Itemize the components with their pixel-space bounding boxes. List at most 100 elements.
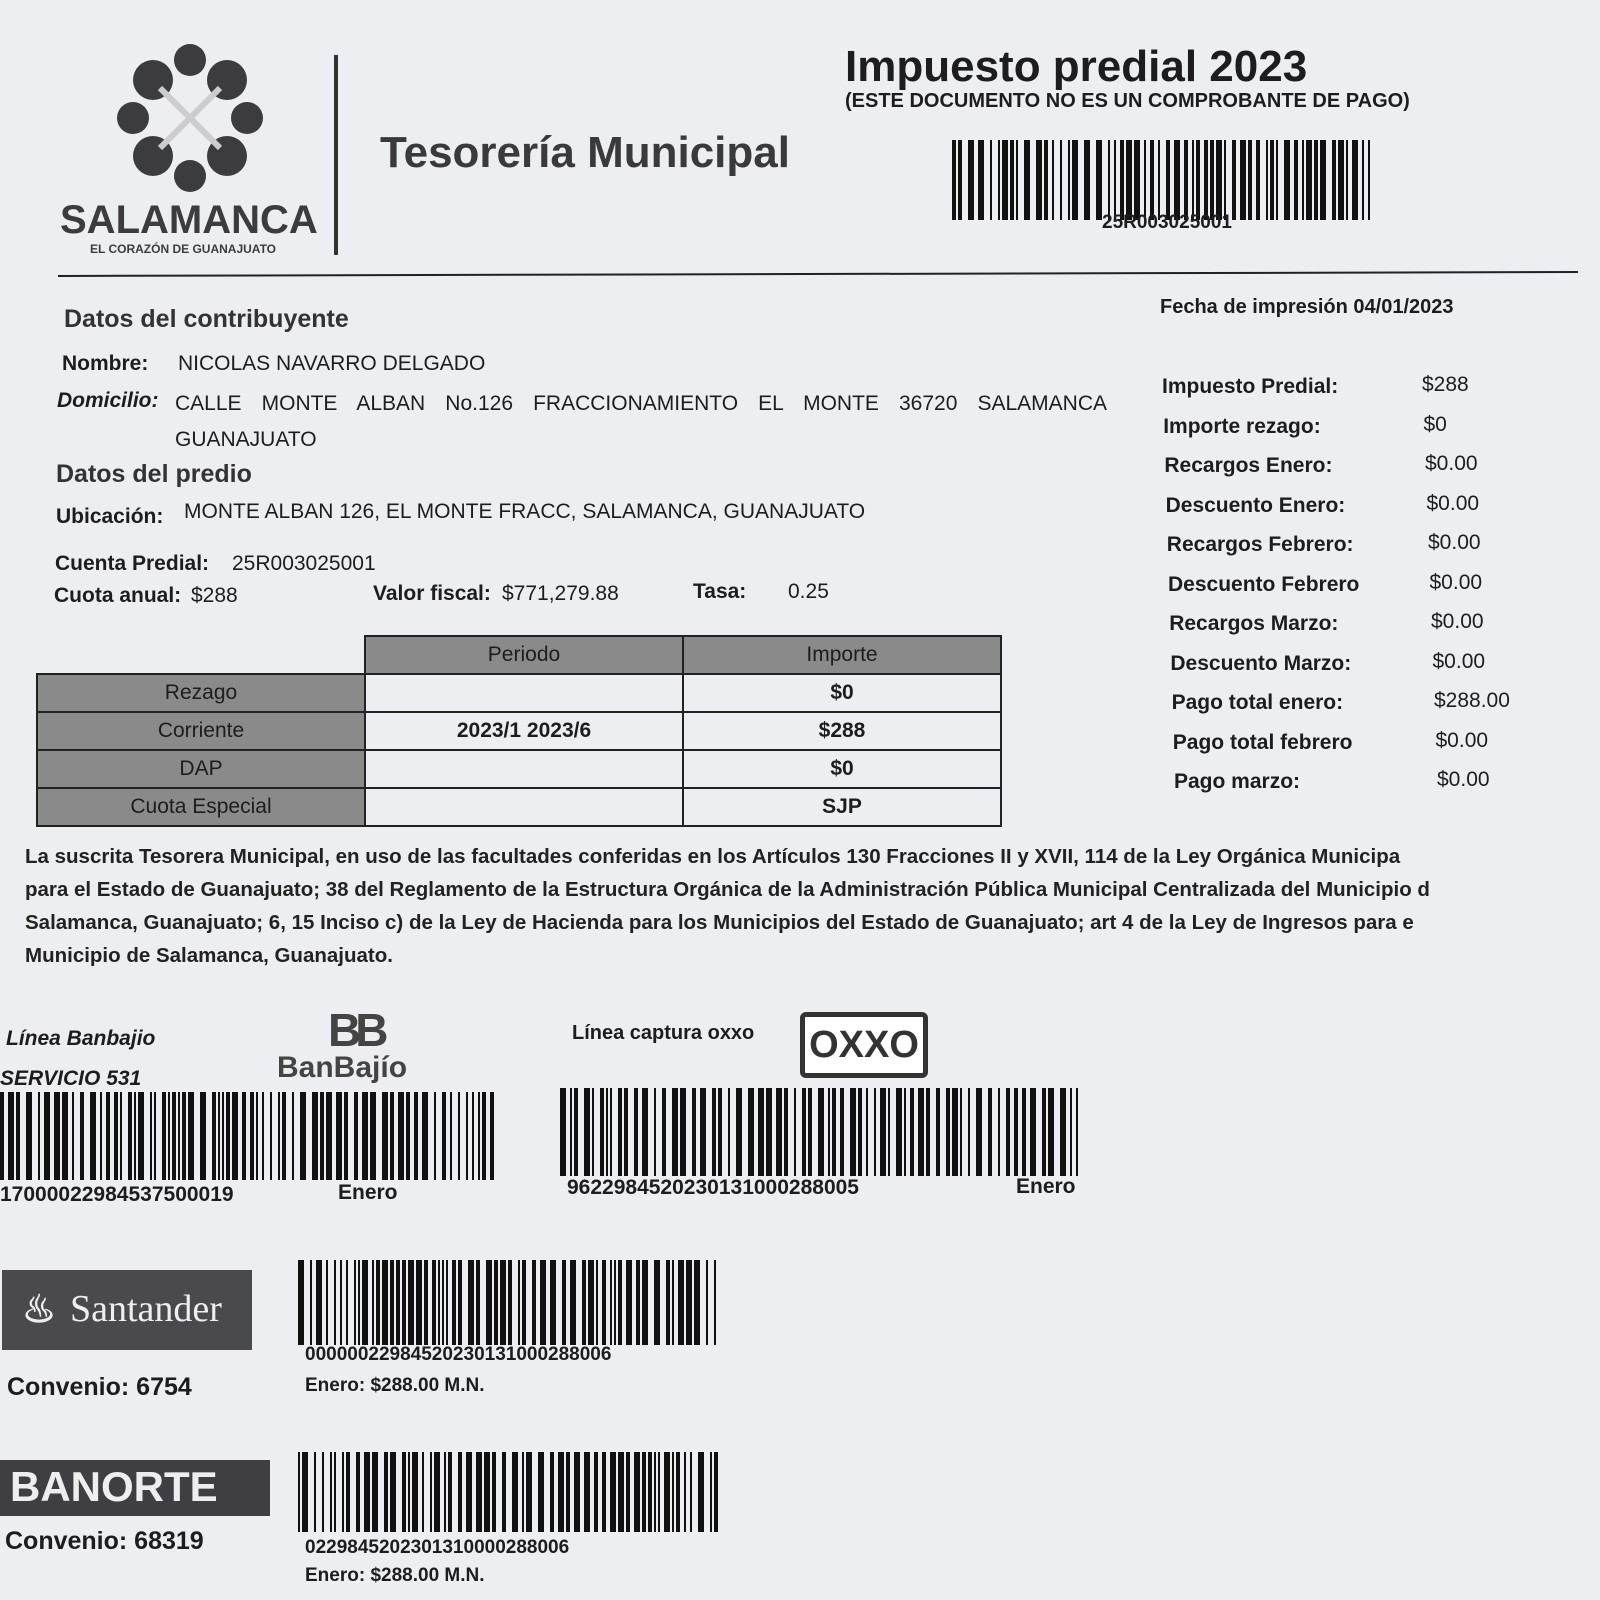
summary-label: Descuento Enero: (1165, 493, 1346, 517)
bank-logo: Santander (70, 1288, 222, 1330)
label: Cuenta Predial: (55, 552, 210, 575)
convenio: Convenio: 6754 (7, 1373, 192, 1401)
value: $771,279.88 (502, 582, 619, 605)
barcode (298, 1452, 718, 1532)
barcode (952, 140, 1370, 220)
divider (334, 55, 338, 255)
label: Cuota anual: (54, 584, 182, 607)
table-cell (364, 673, 684, 713)
summary-label: Pago total febrero (1172, 730, 1353, 754)
bank-logo-icon: ♨ (22, 1289, 57, 1331)
section-heading: Datos del predio (56, 460, 252, 488)
month: Enero (338, 1181, 398, 1204)
value: MONTE ALBAN 126, EL MONTE FRACC, SALAMAN… (184, 500, 866, 523)
table-row: DAP $0 (36, 749, 1002, 789)
barcode (298, 1260, 716, 1345)
value: NICOLAS NAVARRO DELGADO (178, 352, 486, 375)
summary-value: $0.00 (1432, 649, 1486, 673)
summary-value: $0.00 (1425, 452, 1478, 475)
table-cell: 2023/1 2023/6 (364, 711, 684, 751)
barcode-number: 0229845202301310000288006 (305, 1537, 570, 1558)
value: CALLE MONTE ALBAN No.126 FRACCIONAMIENTO… (175, 392, 1107, 451)
summary-label: Descuento Febrero (1168, 572, 1360, 596)
period-table: Periodo Importe Rezago $0 Corriente 2023/1 2… (36, 635, 1002, 827)
summary-value: $0.00 (1429, 570, 1483, 594)
summary-value: $0.00 (1435, 728, 1489, 752)
summary-value: $0.00 (1428, 531, 1481, 554)
amount: Enero: $288.00 M.N. (305, 1565, 485, 1586)
label: Tasa: (693, 580, 747, 603)
table-cell (364, 787, 684, 827)
table-row: Corriente 2023/1 2023/6 $288 (36, 711, 1002, 751)
value: $288 (191, 584, 238, 607)
banorte-logo-box (0, 1460, 270, 1516)
barcode-bars (952, 140, 1370, 220)
print-date: Fecha de impresión 04/01/2023 (1160, 296, 1454, 319)
barcode (560, 1088, 1078, 1176)
summary-value: $0.00 (1437, 768, 1490, 791)
header-row: Periodo Importe (37, 635, 1002, 675)
barcode-bars (0, 1092, 494, 1180)
summary-label: Recargos Enero: (1164, 454, 1333, 477)
label: Línea Banbajio (6, 1027, 156, 1050)
summary-label: Pago total enero: (1171, 691, 1344, 714)
bank-logo-icon: BB (328, 1004, 389, 1056)
table-cell: $0 (682, 749, 1002, 789)
section-heading: Datos del contribuyente (64, 305, 349, 333)
table-cell: SJP (682, 787, 1002, 827)
summary-value: $288.00 (1434, 689, 1510, 712)
table-cell: $288 (682, 711, 1002, 751)
bank-logo: BanBajío (277, 1051, 408, 1084)
legal-text: La suscrita Tesorera Municipal, en uso d… (25, 840, 1430, 972)
table-cell: Rezago (36, 673, 366, 713)
barcode-bars (560, 1088, 1078, 1176)
barcode (0, 1092, 494, 1180)
barcode-bars (298, 1260, 716, 1345)
col-header: Periodo (364, 635, 684, 675)
office-name: Tesorería Municipal (380, 128, 790, 177)
summary-value: $288 (1422, 373, 1469, 396)
logo-tagline: EL CORAZÓN DE GUANAJUATO (90, 242, 277, 256)
table-row: Cuota Especial SJP (36, 787, 1002, 827)
label: Ubicación: (56, 505, 164, 528)
barcode-number: 00000022984520230131000288006 (305, 1344, 612, 1365)
label: Domicilio: (57, 389, 159, 412)
table-cell: DAP (36, 749, 366, 789)
table-cell: $0 (682, 673, 1002, 713)
label: Línea captura oxxo (572, 1022, 755, 1044)
legal-line: Salamanca, Guanajuato; 6, 15 Inciso c) d… (25, 911, 1414, 934)
logo-mark (117, 44, 263, 192)
barcode-bars (298, 1452, 718, 1532)
barcode-number: 9622984520230131000288005 (567, 1176, 859, 1199)
table-body: Rezago $0 Corriente 2023/1 2023/6 $288 DAP $0 C… (36, 673, 1002, 827)
summary-label: Recargos Febrero: (1166, 533, 1354, 556)
bank-logo: BANORTE (10, 1463, 218, 1510)
table-cell: Corriente (36, 711, 366, 751)
value: 0.25 (788, 580, 829, 603)
label: SERVICIO 531 (0, 1067, 142, 1090)
summary-label: Impuesto Predial: (1162, 375, 1339, 398)
amount: Enero: $288.00 M.N. (305, 1375, 485, 1396)
convenio: Convenio: 68319 (5, 1527, 204, 1555)
value: 25R003025001 (232, 552, 376, 575)
legal-line: para el Estado de Guanajuato; 38 del Reg… (25, 878, 1430, 901)
legal-line: Municipio de Salamanca, Guanajuato. (25, 944, 393, 967)
table-row: Rezago $0 (36, 673, 1002, 713)
barcode-number: 25R003025001 (1102, 212, 1232, 233)
oxxo-logo: OXXO (800, 1012, 928, 1078)
summary-label: Pago marzo: (1174, 770, 1301, 793)
logo-name: SALAMANCA (60, 198, 318, 242)
legal-line: La suscrita Tesorera Municipal, en uso d… (25, 845, 1401, 868)
table-cell: Cuota Especial (36, 787, 366, 827)
table-cell (364, 749, 684, 789)
month: Enero (1016, 1175, 1076, 1198)
barcode-number: 17000022984537500019 (0, 1183, 234, 1206)
corner (37, 636, 365, 674)
label: Nombre: (62, 352, 149, 375)
summary-label: Descuento Marzo: (1170, 651, 1352, 675)
doc-title: Impuesto predial 2023 (845, 42, 1308, 91)
summary-label: Recargos Marzo: (1169, 612, 1339, 635)
summary-value: $0.00 (1431, 610, 1484, 633)
santander-logo-box (2, 1270, 252, 1350)
